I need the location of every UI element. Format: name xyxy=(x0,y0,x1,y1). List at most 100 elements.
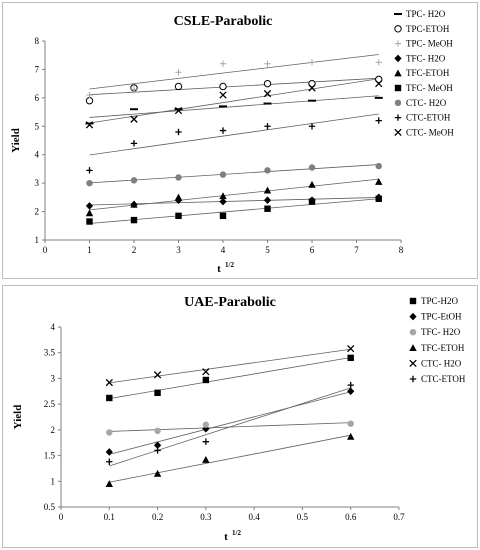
legend-marker xyxy=(394,128,402,137)
data-point xyxy=(174,193,183,201)
legend-label: TFC-ETOH xyxy=(406,68,450,78)
data-point xyxy=(308,79,316,88)
data-point xyxy=(263,89,272,98)
y-tick-label: 1.5 xyxy=(44,451,56,461)
x-tick-label: 0 xyxy=(43,245,48,255)
legend-label: CTC- H2O xyxy=(406,98,447,108)
legend-label: TPC-H2O xyxy=(421,296,459,306)
data-point xyxy=(219,212,227,220)
x-tick-label: 0.3 xyxy=(200,512,212,522)
x-tick-label: 6 xyxy=(310,245,315,255)
series-5 xyxy=(106,381,354,465)
data-point xyxy=(308,84,316,92)
data-point xyxy=(105,480,113,488)
data-point xyxy=(375,162,382,170)
legend-marker xyxy=(394,99,402,107)
data-point xyxy=(130,177,138,184)
data-point xyxy=(106,429,113,436)
data-point xyxy=(263,196,272,204)
data-point xyxy=(375,117,382,124)
data-point xyxy=(375,195,382,202)
data-point xyxy=(347,432,355,440)
data-point xyxy=(308,59,316,66)
data-point xyxy=(347,387,355,396)
data-point xyxy=(219,60,227,67)
y-tick-label: 1 xyxy=(51,476,56,486)
data-point xyxy=(175,212,182,220)
x-tick-label: 4 xyxy=(221,245,226,255)
legend-label: TPC- H2O xyxy=(406,9,446,19)
series-5 xyxy=(86,195,382,225)
legend-marker xyxy=(409,297,417,305)
trendline xyxy=(109,391,351,455)
legend-marker xyxy=(409,329,417,336)
trendline xyxy=(109,387,351,467)
data-point xyxy=(219,127,227,134)
trendline xyxy=(89,95,379,118)
data-point xyxy=(202,438,210,445)
data-point xyxy=(174,82,183,91)
legend-label: TFC-ETOH xyxy=(421,343,465,353)
trendline xyxy=(89,197,379,206)
y-tick-label: 1 xyxy=(35,235,40,245)
data-point xyxy=(202,376,210,384)
data-point xyxy=(375,79,383,88)
data-point xyxy=(202,455,210,463)
data-point xyxy=(219,192,227,200)
data-point xyxy=(86,91,93,99)
x-tick-label: 5 xyxy=(265,245,270,255)
x-tick-label: 0.1 xyxy=(104,512,115,522)
data-point xyxy=(130,140,138,147)
data-point xyxy=(130,216,138,224)
trendline xyxy=(89,77,379,96)
data-point xyxy=(347,381,354,389)
csle-chart-panel: CSLE-Parabolic 0 1 2 3 4 5 6 7 8 1 2 3 4 5 6 7 8 Yield t 1/2… xyxy=(2,2,478,279)
data-point xyxy=(375,59,382,66)
data-point xyxy=(105,378,113,387)
series-3 xyxy=(105,432,355,488)
chart-title: CSLE-Parabolic xyxy=(174,14,273,29)
y-tick-label: 3 xyxy=(35,178,40,188)
legend-marker xyxy=(409,312,417,321)
series-4 xyxy=(85,178,383,217)
trendline xyxy=(109,348,351,384)
data-point xyxy=(263,186,272,194)
series-4 xyxy=(105,344,355,387)
data-point xyxy=(264,205,271,212)
series-2 xyxy=(106,420,354,436)
series-6 xyxy=(86,162,382,187)
data-point xyxy=(347,420,354,427)
legend-marker xyxy=(409,344,417,351)
legend-label: CTC-ETOH xyxy=(406,113,451,123)
trendline xyxy=(89,78,379,124)
x-tick-label: 0.5 xyxy=(297,512,309,522)
x-tick-label: 3 xyxy=(176,245,181,255)
y-tick-label: 0.5 xyxy=(44,502,56,512)
series-8 xyxy=(85,79,383,129)
legend-marker xyxy=(394,114,402,121)
x-tick-label: 0.4 xyxy=(249,512,261,522)
x-tick-label: 7 xyxy=(354,245,359,255)
data-point xyxy=(263,79,272,88)
legend-marker xyxy=(394,25,402,33)
data-point xyxy=(154,427,161,435)
data-point xyxy=(264,167,271,174)
legend-marker xyxy=(394,84,402,92)
y-tick-label: 2 xyxy=(35,207,40,217)
trendline xyxy=(89,198,379,224)
data-point xyxy=(219,91,227,99)
x-axis-label: t xyxy=(217,263,221,275)
data-point xyxy=(105,448,113,456)
data-point xyxy=(202,368,210,376)
data-point xyxy=(308,123,316,130)
y-tick-label: 4 xyxy=(51,322,56,332)
trendline xyxy=(109,434,351,483)
data-point xyxy=(106,458,113,465)
data-point xyxy=(106,394,113,402)
uae-chart-panel: UAE-Parabolic 0 0.1 0.2 0.3 0.4 0.5 0.6 0.7 0.5 1 1… xyxy=(2,285,478,548)
x-tick-label: 2 xyxy=(132,245,137,255)
data-point xyxy=(175,69,182,76)
x-axis-label-superscript: 1/2 xyxy=(225,261,234,269)
legend-marker xyxy=(409,375,417,383)
legend-label: TFC- MeOH xyxy=(406,83,453,93)
